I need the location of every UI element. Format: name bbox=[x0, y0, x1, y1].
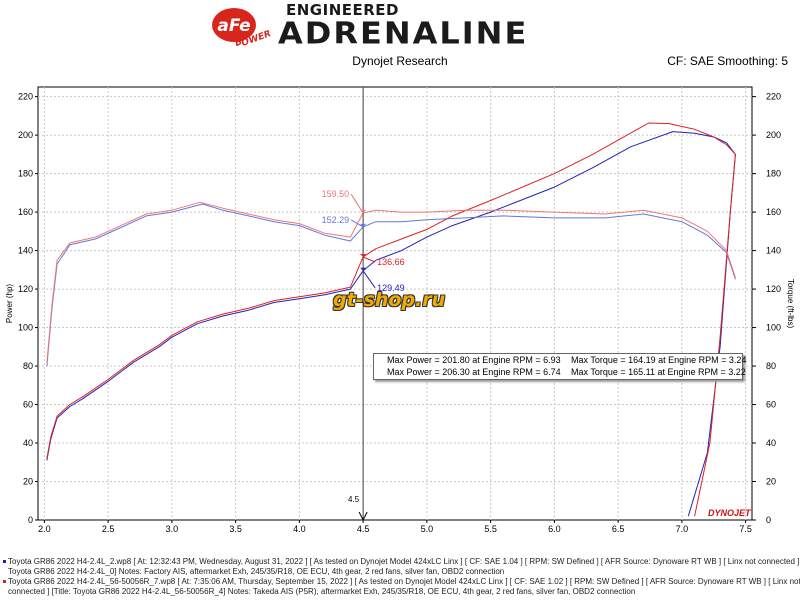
y-axis-label: Power (hp) bbox=[5, 284, 14, 323]
legend-label: Max Power = 201.80 at Engine RPM = 6.93 bbox=[387, 355, 561, 365]
correction-factor-info: CF: SAE Smoothing: 5 bbox=[667, 54, 788, 68]
footer-text: Toyota GR86 2022 H4-2.4L_2.wp8 [ At: 12:… bbox=[8, 557, 800, 566]
watermark-text: gt-shop.ru bbox=[333, 289, 446, 311]
logo-adrenaline-text: ADRENALINE bbox=[278, 14, 529, 52]
x-tick-label: 6.5 bbox=[612, 524, 625, 534]
cursor-label: 4.5 bbox=[348, 495, 360, 504]
y-tick-label: 200 bbox=[18, 130, 33, 140]
footer-text: Toyota GR86 2022 H4-2.4L_56-50056R_7.wp8… bbox=[8, 577, 800, 586]
series-line-2 bbox=[46, 122, 736, 517]
annotation-label: 159.50 bbox=[322, 189, 350, 199]
annotation-arrow bbox=[360, 254, 367, 258]
y-tick-label: 80 bbox=[23, 361, 33, 371]
plot-area bbox=[37, 86, 753, 521]
chart-legend: Max Power = 201.80 at Engine RPM = 6.93 … bbox=[373, 353, 746, 380]
y2-tick-label: 100 bbox=[766, 323, 781, 333]
y2-tick-label: 120 bbox=[766, 284, 781, 294]
y2-tick-label: 40 bbox=[766, 438, 776, 448]
dyno-chart: 0 0 20 20 40 40 60 60 80 80 100 100 120 120 140 140 160 1… bbox=[5, 86, 795, 534]
y-tick-label: 0 bbox=[28, 515, 33, 525]
x-tick-label: 6.0 bbox=[548, 524, 561, 534]
footer-bullet bbox=[3, 580, 6, 583]
annotation-leader bbox=[350, 219, 364, 228]
legend-entry: Max Torque = 164.19 at Engine RPM = 3.24 bbox=[558, 354, 746, 366]
x-tick-label: 4.0 bbox=[293, 524, 306, 534]
annotation-label: 152.29 bbox=[322, 215, 350, 225]
y2-tick-label: 80 bbox=[766, 361, 776, 371]
legend-entry: Max Power = 206.30 at Engine RPM = 6.74 bbox=[374, 366, 561, 378]
footer-line: connected ] [Title: Toyota GR86 2022 H4-… bbox=[0, 587, 800, 597]
y2-tick-label: 200 bbox=[766, 130, 781, 140]
y2-tick-label: 140 bbox=[766, 246, 781, 256]
footer-text: connected ] [Title: Toyota GR86 2022 H4-… bbox=[8, 587, 636, 596]
annotation-leader bbox=[350, 193, 364, 214]
y2-tick-label: 180 bbox=[766, 169, 781, 179]
y-tick-label: 20 bbox=[23, 477, 33, 487]
y2-axis-label: Torque (ft-lbs) bbox=[786, 279, 795, 329]
x-tick-label: 5.0 bbox=[421, 524, 434, 534]
y2-tick-label: 220 bbox=[766, 92, 781, 102]
afe-logo-text: aFe bbox=[217, 16, 250, 36]
y2-tick-label: 20 bbox=[766, 477, 776, 487]
series-line-1 bbox=[46, 203, 736, 367]
axis-layer: 0 0 20 20 40 40 60 60 80 80 100 100 120 120 140 140 160 1… bbox=[5, 92, 795, 534]
x-tick-label: 3.0 bbox=[166, 524, 179, 534]
y-tick-label: 140 bbox=[18, 246, 33, 256]
series-layer bbox=[46, 122, 736, 517]
legend-entry: Max Torque = 165.11 at Engine RPM = 3.22 bbox=[558, 366, 746, 378]
afe-logo-badge: aFe POWER bbox=[212, 8, 273, 46]
x-tick-label: 2.5 bbox=[102, 524, 115, 534]
series-line-0 bbox=[46, 131, 736, 517]
annotation-arrow bbox=[360, 223, 367, 227]
y-tick-label: 120 bbox=[18, 284, 33, 294]
legend-label: Max Torque = 164.19 at Engine RPM = 3.24 bbox=[571, 355, 747, 365]
annotation-leader bbox=[362, 256, 376, 263]
y2-tick-label: 60 bbox=[766, 400, 776, 410]
x-tick-label: 4.5 bbox=[357, 524, 370, 534]
annotation-layer: 4.5 159.50 152.29 136.66 129.49 bbox=[322, 87, 405, 522]
annotation-arrow bbox=[360, 267, 367, 271]
y-tick-label: 180 bbox=[18, 169, 33, 179]
footer-text: Toyota GR86 2022 H4-2.4L_0] Notes: Facto… bbox=[8, 567, 505, 576]
y-tick-label: 60 bbox=[23, 400, 33, 410]
chart-subtitle: Dynojet Research bbox=[352, 54, 448, 68]
series-line-3 bbox=[46, 201, 736, 363]
x-tick-label: 3.5 bbox=[229, 524, 242, 534]
legend-row: Max Power = 201.80 at Engine RPM = 6.93 … bbox=[374, 354, 746, 366]
y-tick-label: 220 bbox=[18, 92, 33, 102]
legend-entry: Max Power = 201.80 at Engine RPM = 6.93 bbox=[374, 354, 561, 366]
y2-tick-label: 0 bbox=[766, 515, 771, 525]
annotation-label: 136.66 bbox=[377, 257, 405, 267]
footer-line: Toyota GR86 2022 H4-2.4L_2.wp8 [ At: 12:… bbox=[0, 557, 800, 567]
brand-logo: aFe POWER ENGINEERED ADRENALINE bbox=[208, 2, 592, 52]
annotation-arrow bbox=[360, 210, 367, 214]
annotation-label: 129.49 bbox=[377, 283, 405, 293]
legend-label: Max Torque = 165.11 at Engine RPM = 3.22 bbox=[571, 367, 746, 377]
logo-engineered-text: ENGINEERED bbox=[286, 1, 399, 19]
annotation-leader bbox=[362, 270, 376, 289]
footer-line: Toyota GR86 2022 H4-2.4L_56-50056R_7.wp8… bbox=[0, 577, 800, 587]
y2-tick-label: 160 bbox=[766, 207, 781, 217]
dynojet-logo: DYNOJET bbox=[708, 508, 751, 518]
legend-label: Max Power = 206.30 at Engine RPM = 6.74 bbox=[387, 367, 561, 377]
footer-line: Toyota GR86 2022 H4-2.4L_0] Notes: Facto… bbox=[0, 567, 800, 577]
x-tick-label: 7.0 bbox=[676, 524, 689, 534]
y-tick-label: 160 bbox=[18, 207, 33, 217]
y-tick-label: 40 bbox=[23, 438, 33, 448]
legend-row: Max Power = 206.30 at Engine RPM = 6.74 … bbox=[374, 366, 746, 378]
x-tick-label: 5.5 bbox=[484, 524, 497, 534]
run-notes-footer: Toyota GR86 2022 H4-2.4L_2.wp8 [ At: 12:… bbox=[0, 557, 800, 597]
cursor-marker bbox=[358, 511, 368, 522]
y-tick-label: 100 bbox=[18, 323, 33, 333]
x-tick-label: 2.0 bbox=[38, 524, 51, 534]
footer-bullet bbox=[3, 560, 6, 563]
grid-layer bbox=[37, 86, 753, 521]
x-tick-label: 7.5 bbox=[739, 524, 752, 534]
